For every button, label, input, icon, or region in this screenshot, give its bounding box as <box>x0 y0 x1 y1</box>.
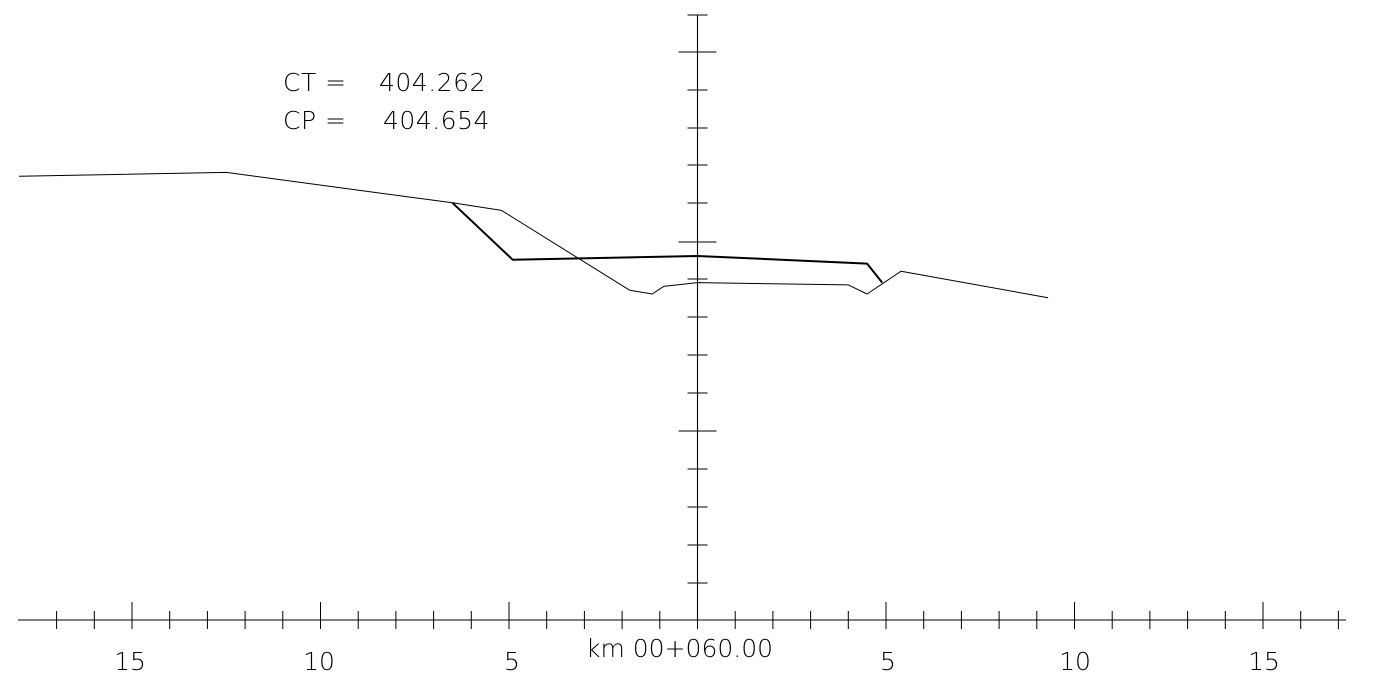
ct-value: 404.262 <box>379 68 486 97</box>
x-tick-label-left-10: 10 <box>303 647 335 675</box>
axes <box>18 14 1346 629</box>
ct-label: CT = <box>283 68 347 97</box>
x-tick-label-right-5: 5 <box>880 647 896 675</box>
x-tick-label-right-10: 10 <box>1059 647 1091 675</box>
cp-value: 404.654 <box>383 106 490 135</box>
x-tick-label-left-5: 5 <box>504 647 520 675</box>
x-tick-label-right-15: 15 <box>1248 647 1280 675</box>
profiles <box>18 171 1049 299</box>
ground-profile-line <box>18 171 1049 299</box>
station-label: km 00+060.00 <box>586 634 773 663</box>
x-tick-label-left-15: 15 <box>114 647 146 675</box>
cp-label: CP = <box>283 106 346 135</box>
design-profile-line <box>451 202 883 284</box>
